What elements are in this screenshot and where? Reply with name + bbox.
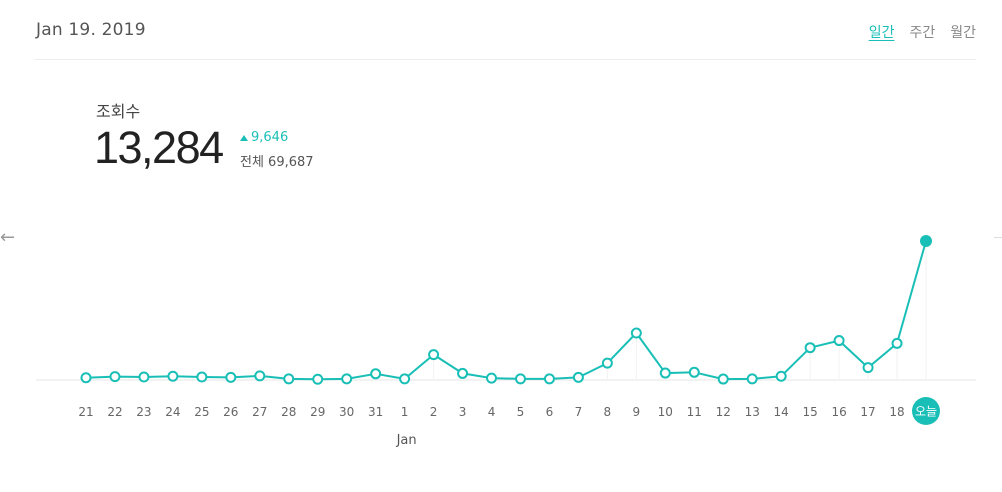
- x-tick-label-today: 오늘: [915, 405, 937, 419]
- next-arrow-icon[interactable]: [994, 237, 1002, 238]
- x-tick-label: 17: [860, 405, 875, 419]
- data-point: [399, 373, 411, 385]
- x-tick-label: 28: [281, 405, 296, 419]
- tab-monthly[interactable]: 월간: [950, 25, 976, 41]
- today-badge: [912, 397, 940, 425]
- delta-value: 9,646: [251, 130, 289, 145]
- x-tick-label: 1: [401, 405, 409, 419]
- x-tick-label: 2: [430, 405, 438, 419]
- data-point: [138, 371, 150, 383]
- data-point: [428, 349, 440, 361]
- data-point: [543, 373, 555, 385]
- date-label: Jan 19. 2019: [36, 20, 146, 40]
- data-point: [804, 342, 816, 354]
- up-arrow-icon: [240, 134, 248, 141]
- data-point: [370, 368, 382, 380]
- month-label: Jan: [396, 433, 417, 448]
- delta-indicator: 9,646: [240, 130, 288, 145]
- x-tick-label: 9: [633, 405, 641, 419]
- x-tick-label: 6: [546, 405, 554, 419]
- metric-value: 13,284: [94, 122, 224, 173]
- data-point: [196, 371, 208, 383]
- data-point: [717, 373, 729, 385]
- x-tick-label: 26: [223, 405, 238, 419]
- x-tick-label: 7: [575, 405, 583, 419]
- x-tick-label: 24: [165, 405, 180, 419]
- data-point: [225, 371, 237, 383]
- total-views: 전체 69,687: [240, 155, 314, 170]
- period-tabs: 일간 주간 월간: [869, 22, 976, 42]
- x-tick-label: 5: [517, 405, 525, 419]
- x-tick-label: 18: [889, 405, 904, 419]
- data-point: [80, 372, 92, 384]
- data-point: [833, 335, 845, 347]
- x-tick-label: 4: [488, 405, 496, 419]
- x-tick-label: 27: [252, 405, 267, 419]
- x-tick-label: 30: [339, 405, 354, 419]
- data-point: [254, 370, 266, 382]
- x-tick-label: 10: [658, 405, 673, 419]
- data-point: [486, 372, 498, 384]
- x-tick-label: 3: [459, 405, 467, 419]
- data-point: [659, 367, 671, 379]
- data-point: [514, 373, 526, 385]
- data-point: [601, 357, 613, 369]
- data-point: [457, 367, 469, 379]
- data-point: [312, 373, 324, 385]
- data-point: [341, 373, 353, 385]
- x-tick-label: 29: [310, 405, 325, 419]
- tab-weekly[interactable]: 주간: [909, 25, 936, 41]
- x-tick-label: 31: [368, 405, 383, 419]
- x-tick-label: 13: [745, 405, 760, 419]
- data-point: [109, 371, 121, 383]
- data-point: [167, 370, 179, 382]
- x-tick-label: 25: [194, 405, 209, 419]
- tab-daily[interactable]: 일간: [868, 25, 895, 41]
- data-point-today: [920, 235, 932, 247]
- series-line: [85, 240, 927, 381]
- x-tick-label: 21: [78, 405, 93, 419]
- x-tick-label: 8: [604, 405, 612, 419]
- data-point: [572, 371, 584, 383]
- data-point: [746, 373, 758, 385]
- prev-arrow-icon[interactable]: ←: [0, 227, 16, 248]
- x-tick-label: 16: [831, 405, 846, 419]
- data-point: [688, 366, 700, 378]
- x-tick-label: 15: [802, 405, 817, 419]
- x-tick-label: 22: [107, 405, 122, 419]
- metric-label: 조회수: [96, 102, 141, 121]
- header-divider: [34, 59, 976, 60]
- data-point: [283, 373, 295, 385]
- x-tick-label: 23: [136, 405, 151, 419]
- x-tick-label: 14: [774, 405, 789, 419]
- data-point: [775, 370, 787, 382]
- data-point: [891, 337, 903, 349]
- x-tick-label: 11: [687, 405, 702, 419]
- x-tick-label: 12: [716, 405, 731, 419]
- data-point: [862, 362, 874, 374]
- data-point: [630, 327, 642, 339]
